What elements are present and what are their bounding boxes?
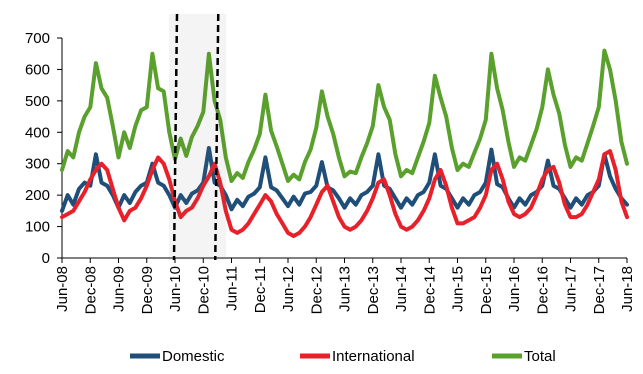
x-tick-label: Dec-17 bbox=[591, 266, 608, 314]
x-tick-label: Jun-17 bbox=[563, 266, 580, 312]
x-tick-label: Jun-11 bbox=[224, 266, 241, 311]
x-tick-label: Jun-08 bbox=[54, 266, 71, 312]
legend-label-total: Total bbox=[524, 348, 556, 365]
y-tick-label: 200 bbox=[25, 187, 50, 204]
x-tick-label: Jun-12 bbox=[280, 266, 297, 312]
y-tick-label: 600 bbox=[25, 61, 50, 78]
x-tick-label: Jun-15 bbox=[450, 266, 467, 312]
x-tick-label: Jun-18 bbox=[619, 266, 636, 312]
series-line-international bbox=[60, 149, 629, 238]
legend-layer: Domestic International Total bbox=[130, 348, 556, 365]
x-tick-label: Dec-08 bbox=[82, 266, 99, 314]
annotation-layer bbox=[169, 13, 227, 261]
y-tick-label: 500 bbox=[25, 93, 50, 110]
x-tick-label: Dec-10 bbox=[195, 266, 212, 314]
highlight-dashed-right bbox=[214, 13, 220, 261]
x-tick-label: Dec-13 bbox=[365, 266, 382, 314]
highlight-dashed-left bbox=[172, 13, 179, 261]
legend-label-international: International bbox=[332, 348, 415, 365]
y-tick-label: 300 bbox=[25, 156, 50, 173]
x-tick-label: Dec-15 bbox=[478, 266, 495, 314]
series-line-domestic bbox=[60, 146, 629, 213]
x-tick-label: Jun-16 bbox=[506, 266, 523, 312]
x-tick-label: Jun-10 bbox=[167, 266, 184, 312]
x-tick-label: Jun-09 bbox=[111, 266, 128, 312]
axes-layer: 0 100 200 300 400 500 600 700 Jun-08 Dec-08 Jun-09… bbox=[25, 30, 636, 314]
y-tick-label: 100 bbox=[25, 219, 50, 236]
x-tick-label: Dec-11 bbox=[252, 266, 269, 313]
legend-label-domestic: Domestic bbox=[162, 348, 225, 365]
x-tick-label: Dec-14 bbox=[421, 266, 438, 314]
y-tick-label: 400 bbox=[25, 124, 50, 141]
x-tick-label: Jun-14 bbox=[393, 266, 410, 312]
x-tick-label: Dec-12 bbox=[308, 266, 325, 314]
x-tick-label: Dec-09 bbox=[139, 266, 156, 314]
series-line-total bbox=[60, 48, 629, 183]
y-tick-label: 700 bbox=[25, 30, 50, 47]
y-tick-label: 0 bbox=[42, 250, 50, 267]
series-layer bbox=[60, 48, 629, 238]
x-tick-label: Dec-16 bbox=[534, 266, 551, 314]
x-tick-label: Jun-13 bbox=[337, 266, 354, 312]
